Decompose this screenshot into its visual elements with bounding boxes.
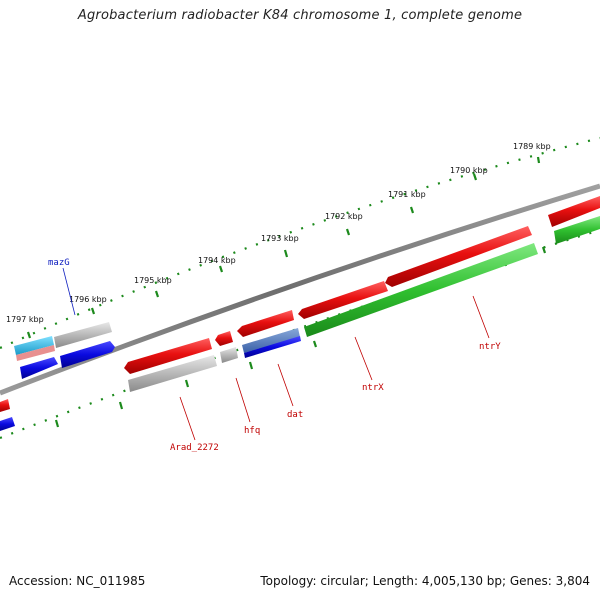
gene-label-hfq[interactable]: hfq: [244, 426, 260, 436]
label-leaders: [62, 267, 490, 441]
map-title: Agrobacterium radiobacter K84 chromosome…: [77, 8, 523, 23]
major-tick: [345, 228, 351, 236]
forward-genes[interactable]: [0, 196, 600, 412]
gene-label-dat[interactable]: dat: [287, 410, 303, 420]
kbp-label: 1793 kbp: [261, 234, 299, 243]
gene-arrow-red[interactable]: [0, 399, 10, 412]
gene-label-ntry[interactable]: ntrY: [479, 342, 501, 352]
gene-arrow-cyan[interactable]: [14, 336, 54, 355]
leader-line: [235, 377, 251, 423]
leader-line: [354, 336, 373, 381]
major-tick: [54, 419, 60, 428]
kbp-label: 1789 kbp: [513, 142, 551, 151]
gene-arrow-green[interactable]: [304, 243, 538, 337]
kbp-label: 1791 kbp: [388, 190, 426, 199]
gene-arrow-steel[interactable]: [242, 328, 300, 353]
gene-arrow-blue[interactable]: [244, 336, 301, 358]
kbp-label: 1792 kbp: [325, 212, 363, 221]
kbp-label: 1795 kbp: [134, 276, 172, 285]
kbp-label: 1797 kbp: [6, 315, 44, 324]
kbp-label: 1794 kbp: [198, 256, 236, 265]
major-tick: [118, 401, 124, 410]
gene-labels: mazG Arad_2272 hfq dat ntrX ntrY: [48, 258, 501, 453]
genome-summary-text: Topology: circular; Length: 4,005,130 bp…: [260, 574, 590, 588]
gene-arrow-red[interactable]: [215, 331, 233, 346]
gene-arrow-blue[interactable]: [60, 341, 115, 368]
gene-label-mazg[interactable]: mazG: [48, 258, 70, 268]
major-tick: [184, 379, 190, 388]
gene-arrow-gray[interactable]: [220, 347, 238, 363]
gene-arrow-red[interactable]: [385, 226, 532, 287]
leader-line: [179, 396, 196, 441]
major-tick: [90, 307, 96, 315]
gene-arrow-red[interactable]: [237, 310, 294, 337]
kbp-label: 1790 kbp: [450, 166, 488, 175]
gene-arrow-red[interactable]: [124, 338, 212, 374]
gene-arrow-blue[interactable]: [0, 417, 15, 431]
leader-line: [277, 363, 294, 407]
gene-arrow-pink[interactable]: [16, 345, 55, 361]
major-tick: [312, 340, 318, 348]
gene-arrow-blue[interactable]: [20, 357, 58, 379]
gene-arrow-green[interactable]: [554, 216, 600, 244]
major-tick: [26, 331, 32, 339]
gene-arrow-gray[interactable]: [128, 355, 217, 392]
leader-line: [472, 295, 490, 339]
major-tick: [154, 290, 160, 298]
gene-arrow-red[interactable]: [298, 281, 388, 319]
major-tick: [472, 173, 478, 181]
leader-line: [62, 267, 76, 316]
chromosome-backbone: [0, 183, 600, 396]
reverse-genes[interactable]: [0, 216, 600, 431]
major-tick: [541, 246, 547, 254]
gene-label-ntrx[interactable]: ntrX: [362, 383, 384, 393]
major-tick: [248, 361, 254, 370]
major-tick: [283, 249, 289, 258]
kbp-labels: 1789 kbp 1790 kbp 1791 kbp 1792 kbp 1793…: [6, 142, 551, 324]
major-tick: [218, 265, 224, 273]
gene-label-arad-2272[interactable]: Arad_2272: [170, 443, 219, 453]
major-tick: [409, 206, 415, 214]
accession-text: Accession: NC_011985: [9, 574, 146, 588]
gene-arrow-gray[interactable]: [54, 322, 112, 348]
outer-scale-ring: [0, 136, 600, 350]
major-tick: [536, 156, 541, 164]
kbp-label: 1796 kbp: [69, 295, 107, 304]
gene-arrow-red[interactable]: [548, 196, 600, 227]
